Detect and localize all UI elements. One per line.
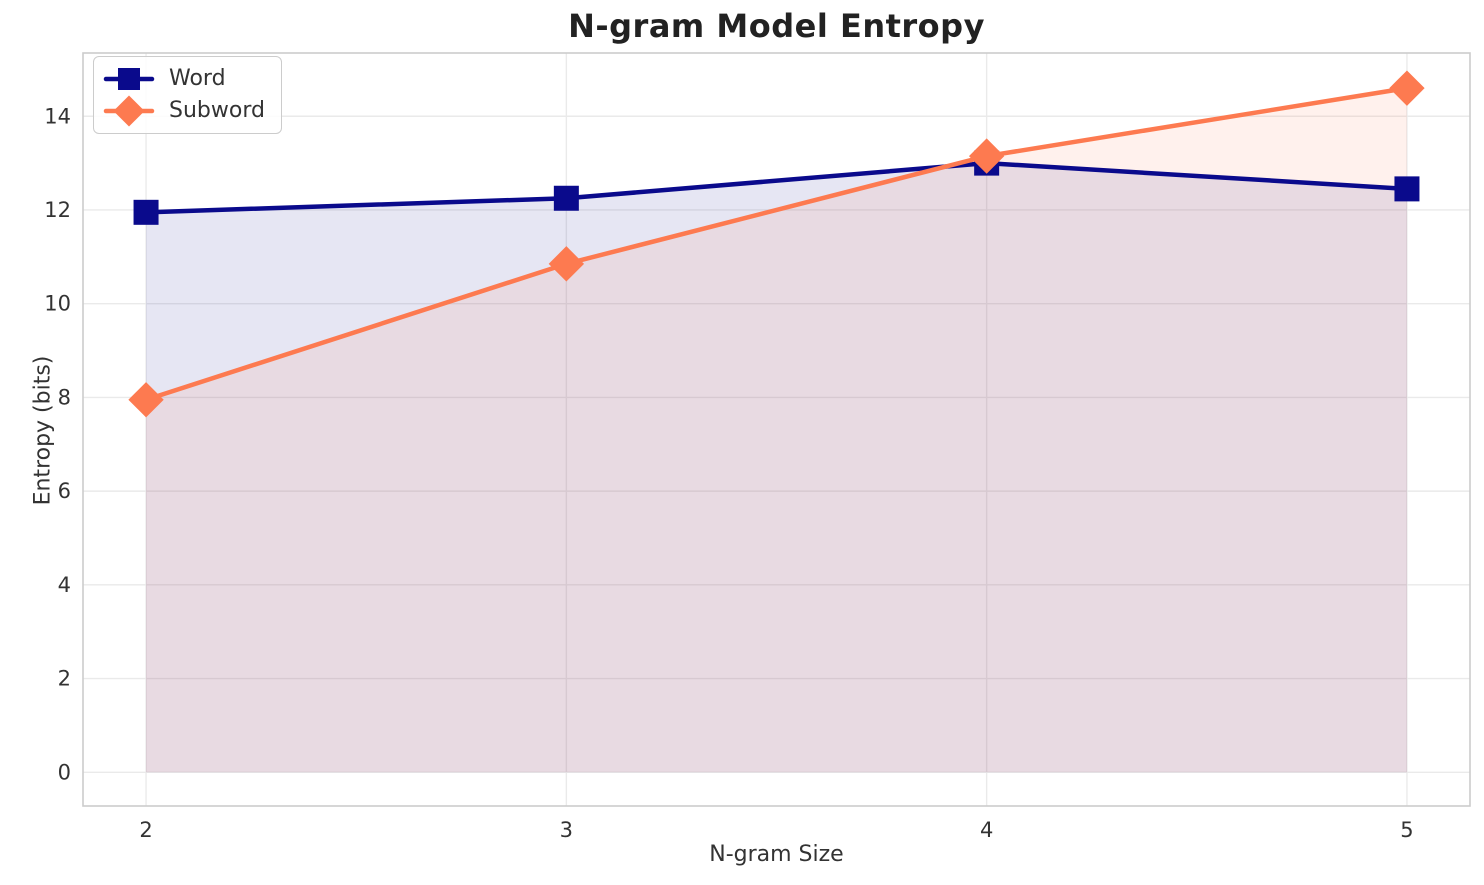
y-tick-label: 4 — [58, 573, 71, 597]
word-line-square-marker-icon — [103, 68, 155, 90]
area-subword — [146, 88, 1407, 773]
y-tick-label: 8 — [58, 385, 71, 409]
line-subword — [143, 85, 1410, 402]
line-word — [143, 160, 1410, 215]
y-tick-label: 12 — [44, 198, 71, 222]
marker-square-word — [133, 199, 159, 225]
chart-title: N-gram Model Entropy — [568, 7, 985, 45]
y-tick-label: 0 — [58, 760, 71, 784]
legend-item-word: Word — [103, 65, 265, 93]
y-axis-label: Entropy (bits) — [30, 355, 56, 506]
y-tick-label: 2 — [58, 667, 71, 691]
x-tick-label: 4 — [980, 818, 993, 842]
legend-item-subword: Subword — [103, 95, 265, 127]
x-tick-label: 3 — [560, 818, 573, 842]
marker-diamond-subword — [128, 382, 164, 418]
area-word — [146, 163, 1407, 773]
x-tick-label: 2 — [139, 818, 152, 842]
marker-diamond-subword — [968, 138, 1005, 174]
x-tick-label: 5 — [1400, 818, 1413, 842]
subword-line-diamond-marker-icon — [103, 95, 155, 127]
legend: Word Subword — [93, 56, 282, 134]
y-tick-label: 14 — [44, 104, 71, 128]
marker-square-word — [553, 185, 579, 211]
legend-label-subword: Subword — [169, 97, 265, 123]
axes-border — [82, 52, 1471, 807]
y-tick-label: 6 — [58, 479, 71, 503]
legend-label-word: Word — [169, 65, 226, 91]
marker-diamond-subword — [548, 246, 585, 282]
x-axis-label: N-gram Size — [709, 842, 844, 867]
y-tick-label: 10 — [44, 292, 71, 316]
marker-square-word — [1394, 176, 1420, 202]
